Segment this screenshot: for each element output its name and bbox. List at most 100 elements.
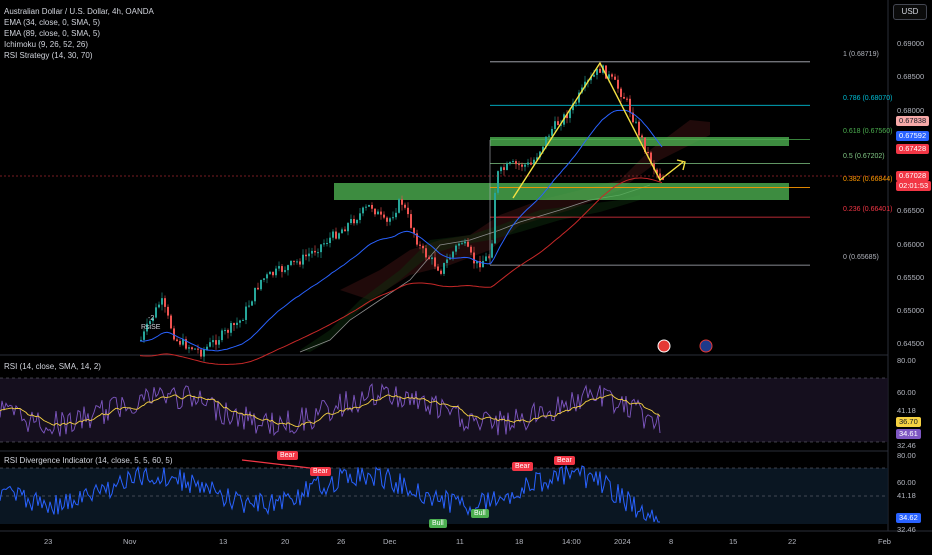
candle [392, 217, 394, 219]
candle [620, 88, 622, 97]
candle [146, 323, 148, 332]
ema89-line [139, 177, 663, 366]
div-pane-title[interactable]: RSI Divergence Indicator (14, close, 5, … [4, 456, 173, 465]
candle [254, 287, 256, 302]
candle [407, 207, 409, 215]
candle [263, 278, 265, 280]
candle [179, 340, 181, 345]
time-axis-label: 18 [515, 537, 524, 546]
candle [158, 304, 160, 308]
price-label: 0.65000 [897, 306, 925, 315]
time-axis-label: 20 [281, 537, 290, 546]
candle [272, 271, 274, 276]
candle [413, 227, 415, 234]
bear-badge[interactable]: Bear [310, 467, 331, 476]
candle [329, 237, 331, 244]
candle [446, 259, 448, 263]
candle [371, 204, 373, 209]
candle [599, 68, 601, 73]
candle [206, 346, 208, 350]
candle [518, 164, 520, 166]
bull-badge[interactable]: Bull [429, 519, 447, 528]
candle [212, 340, 214, 343]
rsi-axis-label: 32.46 [897, 441, 916, 450]
candle [662, 177, 664, 180]
candle [506, 163, 508, 170]
fib-label-0382: 0.382 (0.66844) [843, 176, 893, 183]
candle [155, 307, 157, 318]
legend-ichimoku[interactable]: Ichimoku (9, 26, 52, 26) [4, 40, 89, 49]
candle [623, 96, 625, 99]
candle [149, 321, 151, 324]
candle [221, 330, 223, 341]
candle [230, 323, 232, 333]
candle [341, 229, 343, 234]
candle [503, 167, 505, 170]
candle [395, 212, 397, 218]
candle [428, 257, 430, 260]
candle [656, 169, 658, 174]
candle [530, 162, 532, 165]
time-axis-label: 11 [456, 537, 464, 546]
candle [284, 270, 286, 272]
rsi-pane-title[interactable]: RSI (14, close, SMA, 14, 2) [4, 362, 101, 371]
price-tag-ema34: 0.67592 [896, 131, 930, 141]
bear-badge[interactable]: Bear [277, 451, 298, 460]
pattern-line[interactable] [512, 61, 684, 199]
candle [320, 244, 322, 253]
candle [539, 151, 541, 158]
bear-badge[interactable]: Bear [512, 462, 533, 471]
candle [569, 110, 571, 119]
bull-badge[interactable]: Bull [471, 509, 489, 518]
economic-event-icon-2[interactable] [699, 339, 713, 353]
candle [290, 260, 292, 266]
legend-rsi-strategy[interactable]: RSI Strategy (14, 30, 70) [4, 51, 93, 60]
candle [215, 340, 217, 345]
candle [326, 243, 328, 245]
candle [584, 81, 586, 88]
time-axis-label: 22 [788, 537, 797, 546]
candle [434, 257, 436, 267]
price-label: 0.65500 [897, 273, 925, 282]
candle [173, 328, 175, 340]
candle [440, 270, 442, 274]
candle [377, 211, 379, 215]
economic-event-icon[interactable] [657, 339, 671, 353]
candle [170, 315, 172, 329]
fib-retracement[interactable] [490, 61, 810, 266]
currency-button[interactable]: USD [893, 4, 927, 20]
candle [359, 213, 361, 220]
candle [641, 135, 643, 138]
candle [629, 98, 631, 113]
chart-legend[interactable]: Australian Dollar / U.S. Dollar, 4h, OAN… [4, 6, 154, 61]
fib-label-0236: 0.236 (0.66401) [843, 206, 893, 213]
candle [515, 161, 517, 165]
candle [560, 124, 562, 126]
candle [287, 265, 289, 271]
candle [404, 204, 406, 208]
candle [554, 121, 556, 129]
rsi-value-tag: 34.61 [896, 429, 921, 439]
time-axis-label: Feb [878, 537, 891, 546]
bear-badge[interactable]: Bear [554, 456, 575, 465]
candle [596, 68, 598, 75]
candle [485, 256, 487, 262]
candle [209, 342, 211, 347]
legend-ema34[interactable]: EMA (34, close, 0, SMA, 5) [4, 18, 101, 27]
time-axis-label: 26 [337, 537, 346, 546]
candle [575, 102, 577, 104]
candle [500, 167, 502, 172]
candle [242, 319, 244, 321]
candle [476, 261, 478, 264]
candle [509, 162, 511, 164]
candle [233, 323, 235, 326]
candle [464, 241, 466, 244]
legend-symbol[interactable]: Australian Dollar / U.S. Dollar, 4h, OAN… [4, 7, 154, 16]
candles [140, 64, 664, 362]
legend-ema89[interactable]: EMA (89, close, 0, SMA, 5) [4, 29, 101, 38]
div-axis-label: 60.00 [897, 478, 916, 487]
candle [557, 121, 559, 126]
candle [410, 214, 412, 228]
